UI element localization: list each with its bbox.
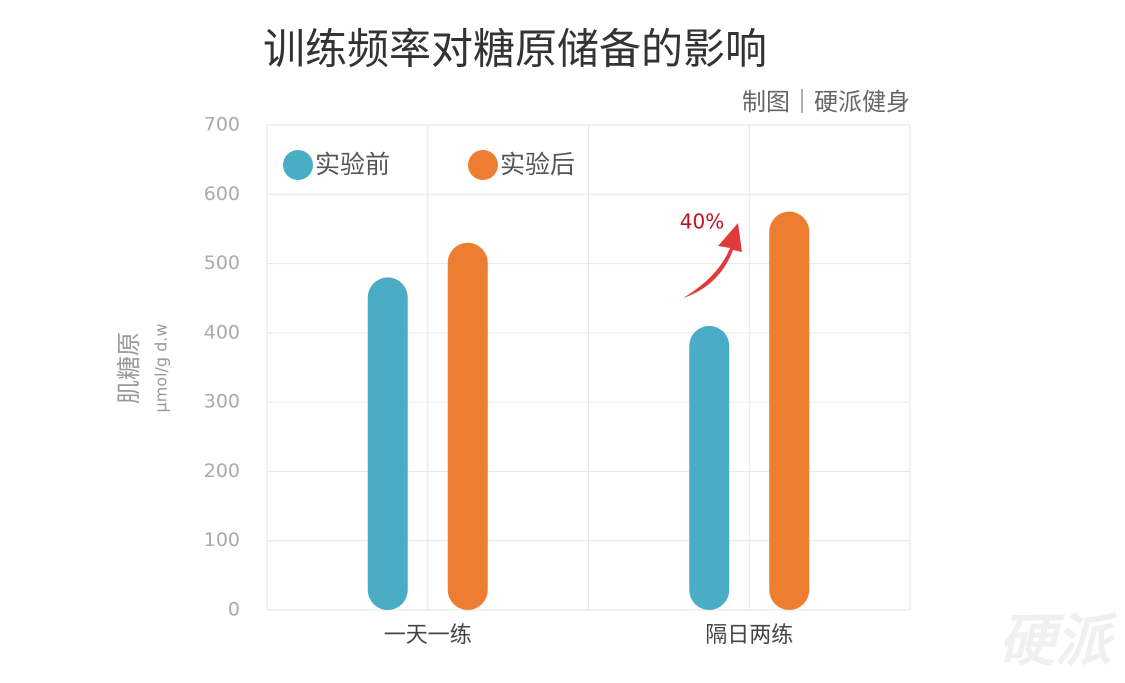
chart-title: 训练频率对糖原储备的影响 [263, 25, 767, 74]
y-tick-label: 300 [204, 391, 240, 413]
bar [769, 211, 810, 610]
chart-subtitle: 制图｜硬派健身 [742, 88, 910, 116]
x-tick-label: 隔日两练 [705, 623, 793, 648]
increase-arrow [683, 223, 742, 298]
y-axis-label: 肌糖原 [115, 332, 143, 404]
x-tick-label: 一天一练 [384, 623, 472, 648]
y-tick-label: 200 [204, 460, 240, 482]
legend-label: 实验后 [500, 150, 575, 179]
bar [367, 277, 408, 610]
bar [689, 325, 730, 610]
y-tick-label: 400 [204, 321, 240, 343]
bar [447, 242, 488, 611]
y-tick-label: 0 [228, 599, 240, 621]
annotation: 40% [680, 210, 724, 234]
legend-marker [283, 150, 313, 180]
y-axis-unit: μmol/g d.w [152, 324, 171, 413]
y-tick-label: 700 [204, 114, 240, 136]
y-tick-label: 600 [204, 183, 240, 205]
legend-marker [468, 150, 498, 180]
watermark: 硬派 [999, 609, 1119, 674]
legend-label: 实验前 [315, 150, 390, 179]
y-tick-label: 500 [204, 252, 240, 274]
y-tick-label: 100 [204, 529, 240, 551]
